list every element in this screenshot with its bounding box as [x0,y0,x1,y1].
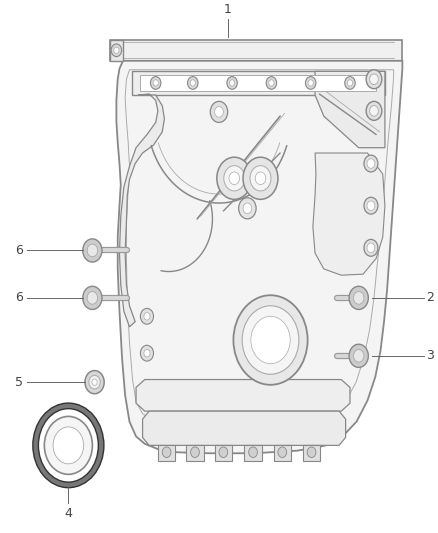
Circle shape [215,107,223,117]
Circle shape [87,244,98,257]
Polygon shape [143,411,346,446]
Polygon shape [274,446,291,461]
Polygon shape [315,71,385,148]
Circle shape [353,292,364,304]
Circle shape [83,239,102,262]
Circle shape [367,159,375,168]
Circle shape [243,203,252,214]
Circle shape [367,201,375,211]
Text: 3: 3 [426,349,434,362]
Polygon shape [313,153,385,275]
Circle shape [114,47,119,53]
Circle shape [307,447,316,457]
Circle shape [251,316,290,364]
Circle shape [269,80,274,86]
Polygon shape [136,379,350,411]
Text: 1: 1 [224,3,232,16]
Polygon shape [244,446,262,461]
Circle shape [364,197,378,214]
Circle shape [278,447,287,457]
Circle shape [366,101,382,120]
Circle shape [305,77,316,89]
Polygon shape [110,40,403,61]
Circle shape [144,350,150,357]
Polygon shape [303,446,320,461]
Circle shape [85,370,104,394]
Circle shape [364,155,378,172]
Circle shape [242,306,299,374]
Text: 2: 2 [426,292,434,304]
Circle shape [150,77,161,89]
Polygon shape [158,446,175,461]
Polygon shape [117,61,403,453]
Circle shape [153,80,158,86]
Text: 5: 5 [15,376,23,389]
Circle shape [53,427,84,464]
Circle shape [349,344,368,367]
Circle shape [87,292,98,304]
Circle shape [367,243,375,253]
Circle shape [353,350,364,362]
Circle shape [227,77,237,89]
Circle shape [144,313,150,320]
Circle shape [364,239,378,256]
Circle shape [210,101,228,123]
Circle shape [191,447,199,457]
Circle shape [224,166,245,191]
Circle shape [250,166,271,191]
Circle shape [44,416,92,474]
Circle shape [217,157,252,199]
Polygon shape [120,94,164,327]
Circle shape [111,44,122,56]
Circle shape [347,80,353,86]
Circle shape [239,198,256,219]
Circle shape [219,447,228,457]
Circle shape [190,80,195,86]
Circle shape [370,74,378,85]
Circle shape [266,77,277,89]
Circle shape [141,309,153,324]
Polygon shape [132,71,385,95]
Text: 4: 4 [64,507,72,520]
Polygon shape [110,40,123,61]
Circle shape [233,295,307,385]
Circle shape [370,106,378,116]
Circle shape [230,80,235,86]
Circle shape [249,447,258,457]
Polygon shape [186,446,204,461]
Polygon shape [215,446,232,461]
Circle shape [349,286,368,310]
Circle shape [366,70,382,88]
Circle shape [229,172,240,184]
Circle shape [243,157,278,199]
Circle shape [308,80,313,86]
Text: 6: 6 [15,244,23,257]
Circle shape [345,77,355,89]
Text: 6: 6 [15,292,23,304]
Circle shape [89,375,100,389]
Circle shape [92,379,97,385]
Circle shape [187,77,198,89]
Circle shape [255,172,266,184]
Polygon shape [141,75,376,91]
Circle shape [141,345,153,361]
Circle shape [162,447,171,457]
Circle shape [83,286,102,310]
